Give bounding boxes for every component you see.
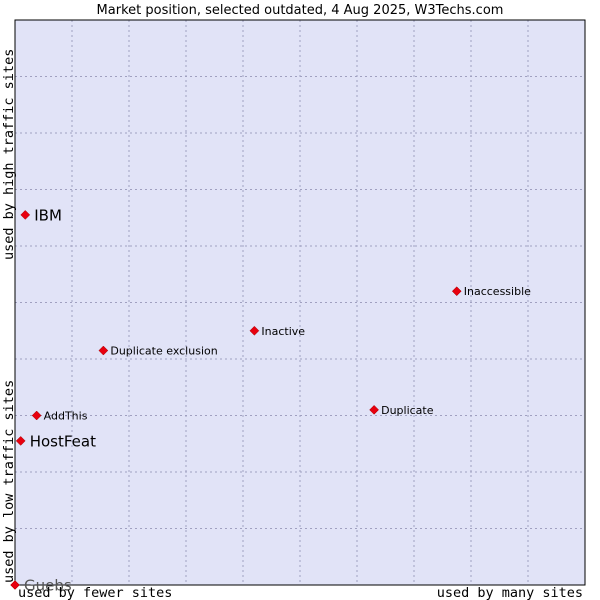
data-point-label: Duplicate exclusion [110,345,217,358]
data-point-marker [249,325,260,336]
data-point-label: Inactive [261,325,305,338]
data-point-marker [31,410,42,421]
data-point-marker [451,286,462,297]
data-point-label: AddThis [44,410,88,423]
x-axis-label-right: used by many sites [437,585,583,600]
data-point-marker [369,404,379,415]
data-point-label: Duplicate [381,404,434,417]
data-point-label: HostFeat [30,432,96,450]
data-point-marker [15,436,26,446]
x-axis-label-left: used by fewer sites [18,585,172,600]
y-axis-label-bottom: used by low traffic sites [1,380,17,583]
grid-lines [15,20,585,585]
data-point-label: Guebs [24,577,72,595]
plot-border [14,19,586,586]
data-points: IBM Inaccessible Inactive Duplicate exclusi… [10,206,531,595]
data-point-marker [98,345,109,356]
chart-title: Market position, selected outdated, 4 Au… [97,3,504,18]
y-axis-label-top: used by high traffic sites [1,49,17,260]
data-point-label: Inaccessible [464,285,531,298]
data-point-marker [20,210,31,220]
data-point-marker [10,580,20,590]
data-point-label: IBM [34,206,62,224]
